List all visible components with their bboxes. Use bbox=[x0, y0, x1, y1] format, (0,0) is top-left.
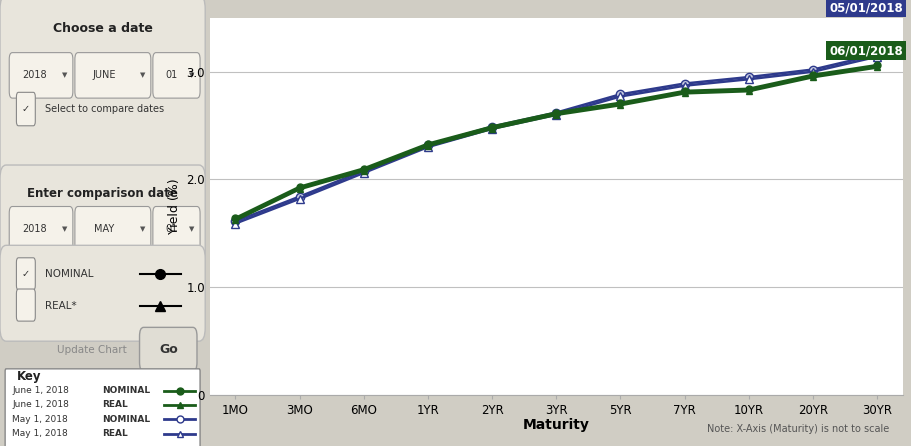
Text: June 1, 2018: June 1, 2018 bbox=[13, 400, 69, 409]
Text: Select to compare dates: Select to compare dates bbox=[46, 104, 164, 114]
FancyBboxPatch shape bbox=[16, 92, 36, 126]
FancyBboxPatch shape bbox=[153, 206, 200, 252]
FancyBboxPatch shape bbox=[75, 206, 150, 252]
FancyBboxPatch shape bbox=[0, 245, 205, 341]
Text: 2018: 2018 bbox=[22, 224, 46, 234]
Text: ▼: ▼ bbox=[139, 72, 145, 78]
Text: ✓: ✓ bbox=[22, 104, 30, 114]
Text: ▼: ▼ bbox=[189, 226, 194, 232]
FancyBboxPatch shape bbox=[153, 53, 200, 98]
FancyBboxPatch shape bbox=[0, 165, 205, 265]
FancyBboxPatch shape bbox=[5, 369, 200, 446]
Text: 2018: 2018 bbox=[22, 70, 46, 80]
FancyBboxPatch shape bbox=[139, 327, 197, 371]
Text: 06/01/2018: 06/01/2018 bbox=[828, 45, 902, 58]
Text: NOMINAL: NOMINAL bbox=[103, 386, 150, 395]
Text: Go: Go bbox=[159, 343, 178, 356]
Y-axis label: Yield (%): Yield (%) bbox=[168, 178, 180, 234]
FancyBboxPatch shape bbox=[16, 289, 36, 321]
Text: NOMINAL: NOMINAL bbox=[46, 269, 94, 279]
FancyBboxPatch shape bbox=[9, 206, 73, 252]
FancyBboxPatch shape bbox=[75, 53, 150, 98]
Text: Choose a date: Choose a date bbox=[53, 22, 152, 36]
Text: REAL: REAL bbox=[103, 429, 128, 438]
Text: 01: 01 bbox=[165, 70, 178, 80]
Text: May 1, 2018: May 1, 2018 bbox=[13, 415, 68, 424]
Text: REAL: REAL bbox=[103, 400, 128, 409]
Text: Key: Key bbox=[16, 370, 41, 384]
FancyBboxPatch shape bbox=[9, 53, 73, 98]
Text: May 1, 2018: May 1, 2018 bbox=[13, 429, 68, 438]
Text: REAL*: REAL* bbox=[46, 301, 77, 310]
Text: 01: 01 bbox=[165, 224, 178, 234]
Text: ✓: ✓ bbox=[22, 269, 30, 279]
Text: Enter comparison date: Enter comparison date bbox=[27, 187, 178, 200]
Text: JUNE: JUNE bbox=[93, 70, 116, 80]
Text: Note: X-Axis (Maturity) is not to scale: Note: X-Axis (Maturity) is not to scale bbox=[706, 424, 888, 434]
Text: ▼: ▼ bbox=[189, 72, 194, 78]
Text: ▼: ▼ bbox=[62, 72, 67, 78]
Text: ▼: ▼ bbox=[139, 226, 145, 232]
Text: MAY: MAY bbox=[94, 224, 115, 234]
Text: June 1, 2018: June 1, 2018 bbox=[13, 386, 69, 395]
FancyBboxPatch shape bbox=[0, 0, 205, 185]
FancyBboxPatch shape bbox=[16, 258, 36, 290]
Text: ▼: ▼ bbox=[62, 226, 67, 232]
Text: Update Chart: Update Chart bbox=[57, 345, 127, 355]
X-axis label: Maturity: Maturity bbox=[522, 418, 589, 432]
Text: 05/01/2018: 05/01/2018 bbox=[828, 1, 902, 14]
Text: NOMINAL: NOMINAL bbox=[103, 415, 150, 424]
